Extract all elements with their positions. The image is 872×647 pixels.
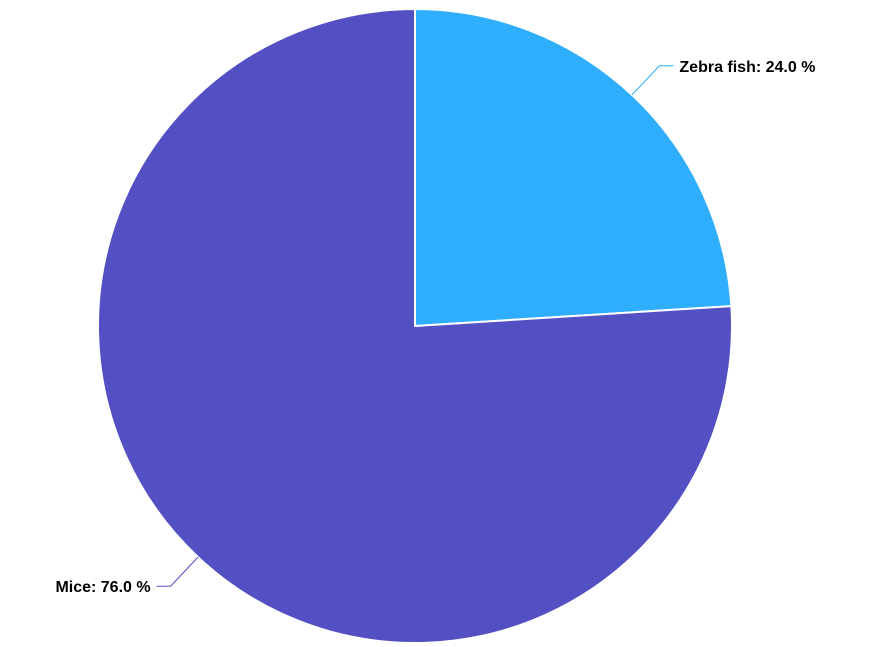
leader-line-zebra-fish	[631, 65, 674, 96]
leader-lines	[156, 65, 674, 587]
pie-slices	[97, 8, 733, 644]
pie-slice-mice	[97, 8, 733, 644]
leader-line-mice	[156, 556, 199, 587]
slice-labels: Zebra fish: 24.0 % Mice: 76.0 %	[55, 59, 815, 596]
pie-slice-zebra-fish	[414, 8, 733, 327]
slice-label-zebra-fish: Zebra fish: 24.0 %	[679, 59, 815, 76]
slice-label-mice: Mice: 76.0 %	[55, 579, 150, 596]
